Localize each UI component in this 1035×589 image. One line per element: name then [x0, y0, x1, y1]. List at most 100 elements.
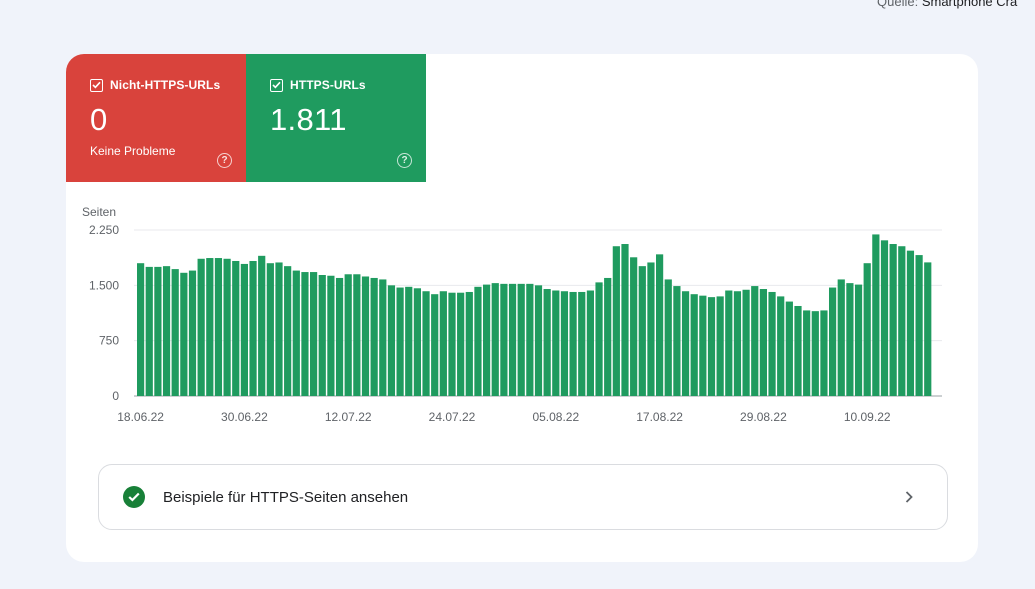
bar	[906, 250, 915, 396]
help-icon[interactable]: ?	[397, 153, 412, 168]
x-tick-label: 12.07.22	[325, 410, 372, 424]
checkbox-icon[interactable]	[270, 78, 283, 92]
bar	[422, 291, 430, 396]
bar	[284, 266, 292, 396]
bar	[232, 260, 240, 396]
bar	[353, 274, 361, 396]
bar	[621, 244, 629, 396]
bar	[240, 263, 248, 396]
bar	[275, 262, 283, 396]
bar	[361, 276, 370, 396]
bar	[379, 279, 387, 396]
bar	[915, 255, 923, 396]
tile-value: 1.811	[270, 102, 347, 137]
bar	[396, 287, 404, 396]
bar	[335, 277, 344, 396]
tile-https-urls[interactable]: HTTPS-URLs 1.811 ?	[246, 54, 426, 182]
bar	[742, 289, 750, 396]
x-tick-label: 29.08.22	[740, 410, 787, 424]
bar	[301, 272, 309, 396]
bar	[707, 297, 716, 396]
y-tick-label: 1.500	[89, 278, 119, 292]
bar	[630, 257, 638, 396]
bar	[483, 284, 491, 396]
bar	[214, 258, 223, 396]
bar	[526, 283, 534, 396]
bar	[439, 291, 447, 396]
tile-header: Nicht-HTTPS-URLs	[90, 78, 246, 92]
bar	[508, 283, 517, 396]
source-label: Quelle:	[877, 0, 919, 9]
bar	[465, 291, 473, 396]
bar	[898, 246, 906, 396]
bar	[716, 296, 724, 396]
action-label: Beispiele für HTTPS-Seiten ansehen	[163, 488, 409, 506]
bar	[733, 291, 742, 396]
bar	[560, 291, 569, 396]
bar	[266, 263, 274, 396]
bar	[145, 266, 153, 396]
bar	[681, 291, 690, 396]
bar	[431, 294, 439, 396]
check-circle-icon	[123, 486, 145, 508]
bar	[154, 266, 162, 396]
tile-status: Keine Probleme	[90, 144, 176, 158]
x-tick-label: 05.08.22	[532, 410, 579, 424]
bar	[664, 279, 672, 396]
bar	[803, 310, 811, 396]
source-info: Quelle: Smartphone Cra	[877, 0, 1017, 9]
x-tick-label: 10.09.22	[844, 410, 891, 424]
bar	[578, 291, 586, 396]
view-https-examples-button[interactable]: Beispiele für HTTPS-Seiten ansehen	[98, 464, 948, 530]
https-report-card: Nicht-HTTPS-URLs 0 Keine Probleme ? HTTP…	[66, 54, 978, 562]
bar	[751, 286, 759, 396]
bar	[137, 263, 145, 396]
bar	[162, 266, 171, 396]
tile-non-https-urls[interactable]: Nicht-HTTPS-URLs 0 Keine Probleme ?	[66, 54, 246, 182]
tile-label: Nicht-HTTPS-URLs	[110, 78, 221, 92]
bar	[249, 260, 257, 396]
bar	[638, 266, 646, 396]
tile-value: 0	[90, 102, 108, 137]
bar	[413, 288, 421, 396]
bar	[405, 286, 413, 396]
bar	[595, 282, 603, 396]
x-tick-label: 24.07.22	[429, 410, 476, 424]
bar	[872, 234, 880, 396]
bar	[777, 296, 785, 396]
bar	[837, 279, 845, 396]
bar	[310, 272, 318, 396]
bar	[673, 286, 681, 396]
chevron-right-icon	[899, 487, 919, 512]
y-tick-label: 2.250	[89, 223, 119, 237]
bar	[318, 275, 326, 396]
checkbox-icon[interactable]	[90, 78, 103, 92]
bar	[759, 289, 767, 396]
bar	[768, 291, 776, 396]
x-tick-label: 17.08.22	[636, 410, 683, 424]
tile-header: HTTPS-URLs	[270, 78, 426, 92]
y-axis-label: Seiten	[82, 205, 116, 219]
source-value: Smartphone Cra	[921, 0, 1018, 9]
bar	[725, 290, 733, 396]
bar	[586, 290, 594, 396]
bar	[811, 311, 819, 396]
bar	[370, 277, 378, 396]
https-pages-bar-chart: Seiten 0 750 1.500 2.250 18.06.22 30.06.22 12…	[82, 205, 942, 424]
bar	[552, 290, 560, 396]
help-icon[interactable]: ?	[217, 153, 232, 168]
bar	[534, 285, 543, 396]
bar	[829, 287, 837, 396]
bar	[880, 240, 889, 396]
x-tick-label: 18.06.22	[117, 410, 164, 424]
bar	[690, 294, 698, 396]
bar	[292, 270, 300, 396]
bar	[474, 286, 482, 396]
bar	[171, 269, 179, 396]
bar	[924, 262, 932, 396]
bar	[889, 244, 897, 396]
bar	[656, 254, 664, 396]
bar	[448, 292, 456, 396]
tile-label: HTTPS-URLs	[290, 78, 366, 92]
bar	[491, 283, 499, 396]
